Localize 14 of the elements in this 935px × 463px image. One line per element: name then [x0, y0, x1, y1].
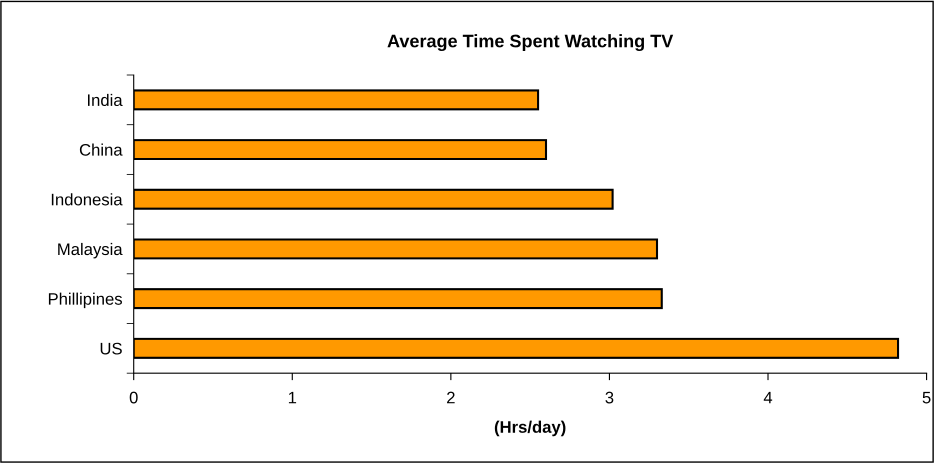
y-tick-label: Phillipines	[48, 292, 122, 308]
y-tick-label: Indonesia	[52, 193, 123, 206]
x-axis-title: (Hrs/day)	[494, 420, 566, 436]
x-tick-label: 5	[922, 392, 931, 404]
y-tick-label: Malaysia	[58, 242, 123, 258]
x-tick-label: 4	[764, 392, 772, 404]
chart-title: Average Time Spent Watching TV	[387, 34, 674, 52]
y-tick-label: US	[100, 342, 122, 355]
x-tick-label: 1	[288, 392, 296, 404]
x-tick-label: 2	[447, 392, 455, 404]
y-tick-label: China	[80, 144, 123, 156]
x-tick-label: 0	[130, 392, 138, 404]
y-tick-label: India	[88, 94, 123, 106]
x-tick-label: 3	[605, 392, 614, 404]
